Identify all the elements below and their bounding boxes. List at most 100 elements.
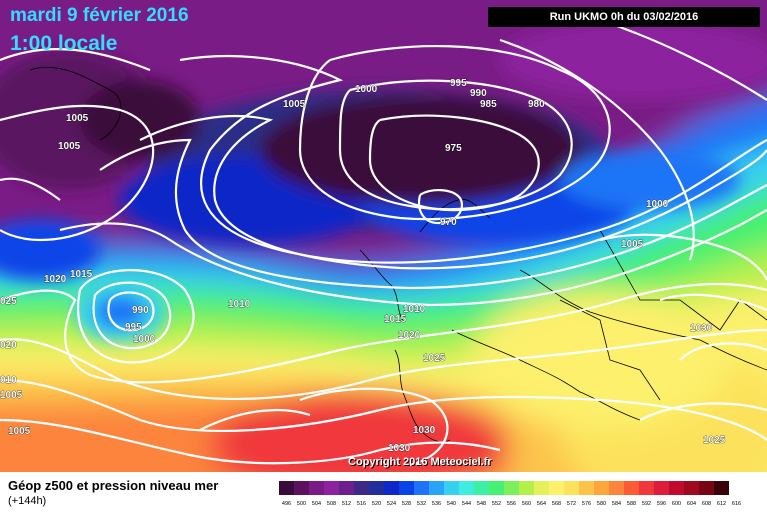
- legend-swatch: [489, 481, 504, 495]
- isobar-label: 990: [470, 88, 487, 99]
- legend-swatch: [414, 481, 429, 495]
- legend-label: 508: [326, 501, 337, 507]
- isobar-label: 1020: [44, 274, 67, 285]
- isobar-label: 1010: [403, 304, 426, 315]
- legend-swatch: [369, 481, 384, 495]
- legend-swatch: [384, 481, 399, 495]
- legend-swatch: [309, 481, 324, 495]
- legend-swatch: [429, 481, 444, 495]
- legend-swatch: [699, 481, 714, 495]
- legend-label: 564: [536, 501, 547, 507]
- isobar-label: 1030: [413, 425, 436, 436]
- isobar-label: 985: [480, 99, 497, 110]
- legend-label: 500: [296, 501, 307, 507]
- legend-swatch: [339, 481, 354, 495]
- legend-label: 600: [671, 501, 682, 507]
- isobar-label: 1005: [283, 99, 306, 110]
- legend-swatch: [459, 481, 474, 495]
- legend-swatch: [519, 481, 534, 495]
- legend-swatch: [564, 481, 579, 495]
- isobar-label: 1005: [58, 141, 81, 152]
- legend-label: 516: [356, 501, 367, 507]
- legend-swatch: [684, 481, 699, 495]
- legend-swatch: [639, 481, 654, 495]
- legend-swatch: [399, 481, 414, 495]
- isobar-label: 1030: [388, 443, 411, 454]
- legend-label: 584: [611, 501, 622, 507]
- isobar-label: 1025: [423, 353, 446, 364]
- legend-swatch: [624, 481, 639, 495]
- legend-swatch: [654, 481, 669, 495]
- legend-swatch: [549, 481, 564, 495]
- legend-label: 540: [446, 501, 457, 507]
- isolines: [0, 18, 767, 467]
- legend-label: 544: [461, 501, 472, 507]
- isobar-label: 1005: [621, 239, 644, 250]
- isobar-label: 980: [528, 99, 545, 110]
- color-legend: [279, 481, 729, 495]
- legend-label: 592: [641, 501, 652, 507]
- legend-swatch: [474, 481, 489, 495]
- isobar-label: 995: [450, 78, 467, 89]
- legend-label: 520: [371, 501, 382, 507]
- legend-label: 524: [386, 501, 397, 507]
- legend-label: 580: [596, 501, 607, 507]
- isobar-label: 995: [125, 322, 142, 333]
- legend-swatch: [669, 481, 684, 495]
- legend-label-end: 616: [731, 501, 742, 507]
- isobar-label: 1020: [398, 330, 421, 341]
- legend-label: 612: [716, 501, 727, 507]
- legend-swatch: [279, 481, 294, 495]
- legend-label: 532: [416, 501, 427, 507]
- legend-swatch: [534, 481, 549, 495]
- legend-label: 496: [281, 501, 292, 507]
- weather-map: 1005 1005 1005 1000 995 990 985 980 975 970 1000 10…: [0, 0, 767, 472]
- legend-label: 572: [566, 501, 577, 507]
- legend-swatch: [294, 481, 309, 495]
- forecast-time: 1:00 locale: [10, 32, 118, 55]
- legend-swatch: [714, 481, 729, 495]
- map-title: Géop z500 et pression niveau mer: [8, 478, 219, 493]
- isobar-label: 1025: [703, 435, 726, 446]
- model-run-label: Run UKMO 0h du 03/02/2016: [488, 7, 760, 27]
- legend-label: 588: [626, 501, 637, 507]
- isobar-label: 1030: [690, 323, 713, 334]
- forecast-date: mardi 9 février 2016: [10, 5, 189, 26]
- legend-label: 608: [701, 501, 712, 507]
- isobar-label: 020: [0, 340, 17, 351]
- isobar-label: 975: [445, 143, 462, 154]
- legend-label: 556: [506, 501, 517, 507]
- isobar-label: 1000: [646, 199, 669, 210]
- isobar-label: 1005: [8, 426, 31, 437]
- legend-swatch: [324, 481, 339, 495]
- legend-swatch: [579, 481, 594, 495]
- isobar-label: 1015: [70, 269, 93, 280]
- legend-swatch: [504, 481, 519, 495]
- isobar-label: 990: [132, 305, 149, 316]
- legend-label: 552: [491, 501, 502, 507]
- isobar-label: 970: [440, 217, 457, 228]
- isobar-label: 1005: [66, 113, 89, 124]
- legend-label: 596: [656, 501, 667, 507]
- legend-label: 512: [341, 501, 352, 507]
- legend-label: 568: [551, 501, 562, 507]
- legend-label: 536: [431, 501, 442, 507]
- legend-swatch: [444, 481, 459, 495]
- isobar-label: 1015: [384, 314, 407, 325]
- legend-swatch: [609, 481, 624, 495]
- legend-label: 548: [476, 501, 487, 507]
- legend-label: 604: [686, 501, 697, 507]
- legend-label: 504: [311, 501, 322, 507]
- isobar-label: 1000: [133, 334, 156, 345]
- copyright-text: Copyright 2016 Meteociel.fr: [348, 456, 492, 468]
- isobar-label: 1010: [228, 299, 251, 310]
- legend-label: 528: [401, 501, 412, 507]
- isobar-label: 025: [0, 296, 17, 307]
- legend-swatch: [354, 481, 369, 495]
- legend-label: 560: [521, 501, 532, 507]
- color-legend-labels: 496 500 504 508 512 516 520 524 528 532 536 540 544 5…: [279, 501, 744, 510]
- legend-swatch: [594, 481, 609, 495]
- legend-label: 576: [581, 501, 592, 507]
